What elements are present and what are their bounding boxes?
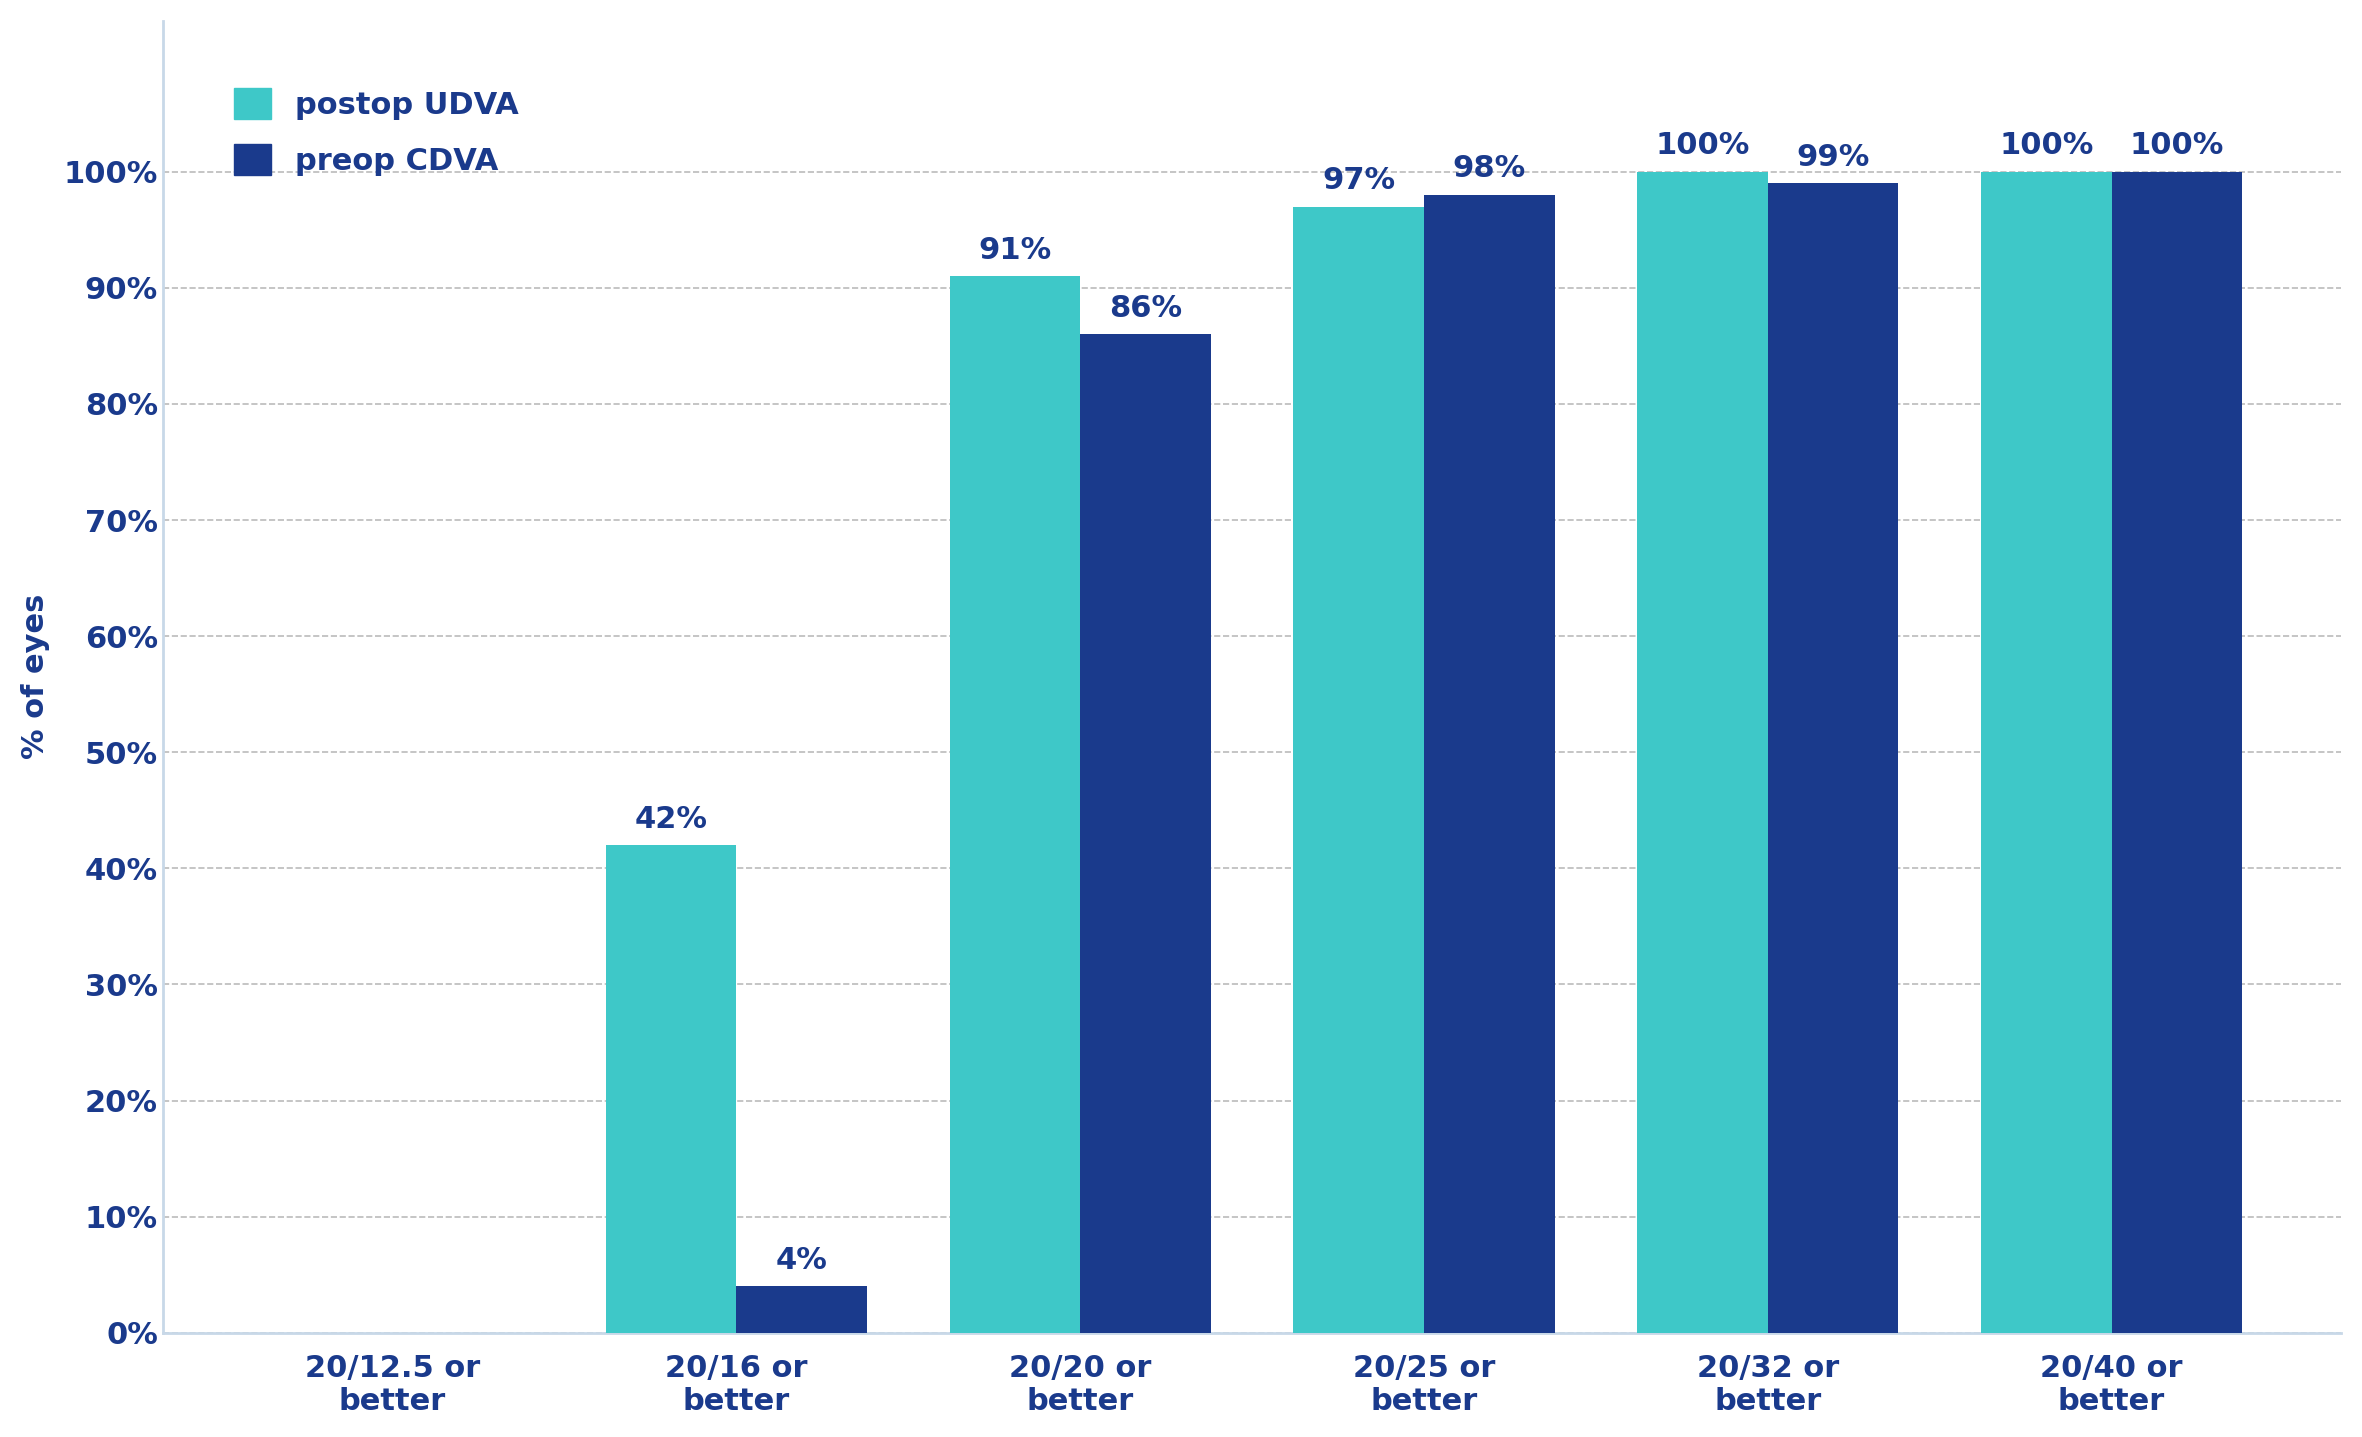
Text: 98%: 98% — [1453, 154, 1526, 184]
Bar — [1079, 335, 1212, 1332]
Text: 99%: 99% — [1797, 142, 1871, 172]
Bar — [2112, 172, 2242, 1332]
Bar — [950, 276, 1079, 1332]
Text: 100%: 100% — [1656, 131, 1750, 160]
Bar — [1294, 207, 1424, 1332]
Bar — [1424, 195, 1554, 1332]
Legend: postop UDVA, preop CDVA: postop UDVA, preop CDVA — [222, 76, 531, 188]
Text: 42%: 42% — [635, 805, 709, 833]
Text: 100%: 100% — [1998, 131, 2093, 160]
Text: 86%: 86% — [1108, 293, 1181, 323]
Text: 100%: 100% — [2131, 131, 2225, 160]
Y-axis label: % of eyes: % of eyes — [21, 593, 50, 760]
Bar — [1767, 184, 1899, 1332]
Bar — [1637, 172, 1767, 1332]
Text: 97%: 97% — [1323, 167, 1396, 195]
Text: 4%: 4% — [775, 1246, 827, 1275]
Bar — [1982, 172, 2112, 1332]
Text: 91%: 91% — [978, 236, 1051, 264]
Bar — [605, 845, 737, 1332]
Bar — [737, 1286, 867, 1332]
